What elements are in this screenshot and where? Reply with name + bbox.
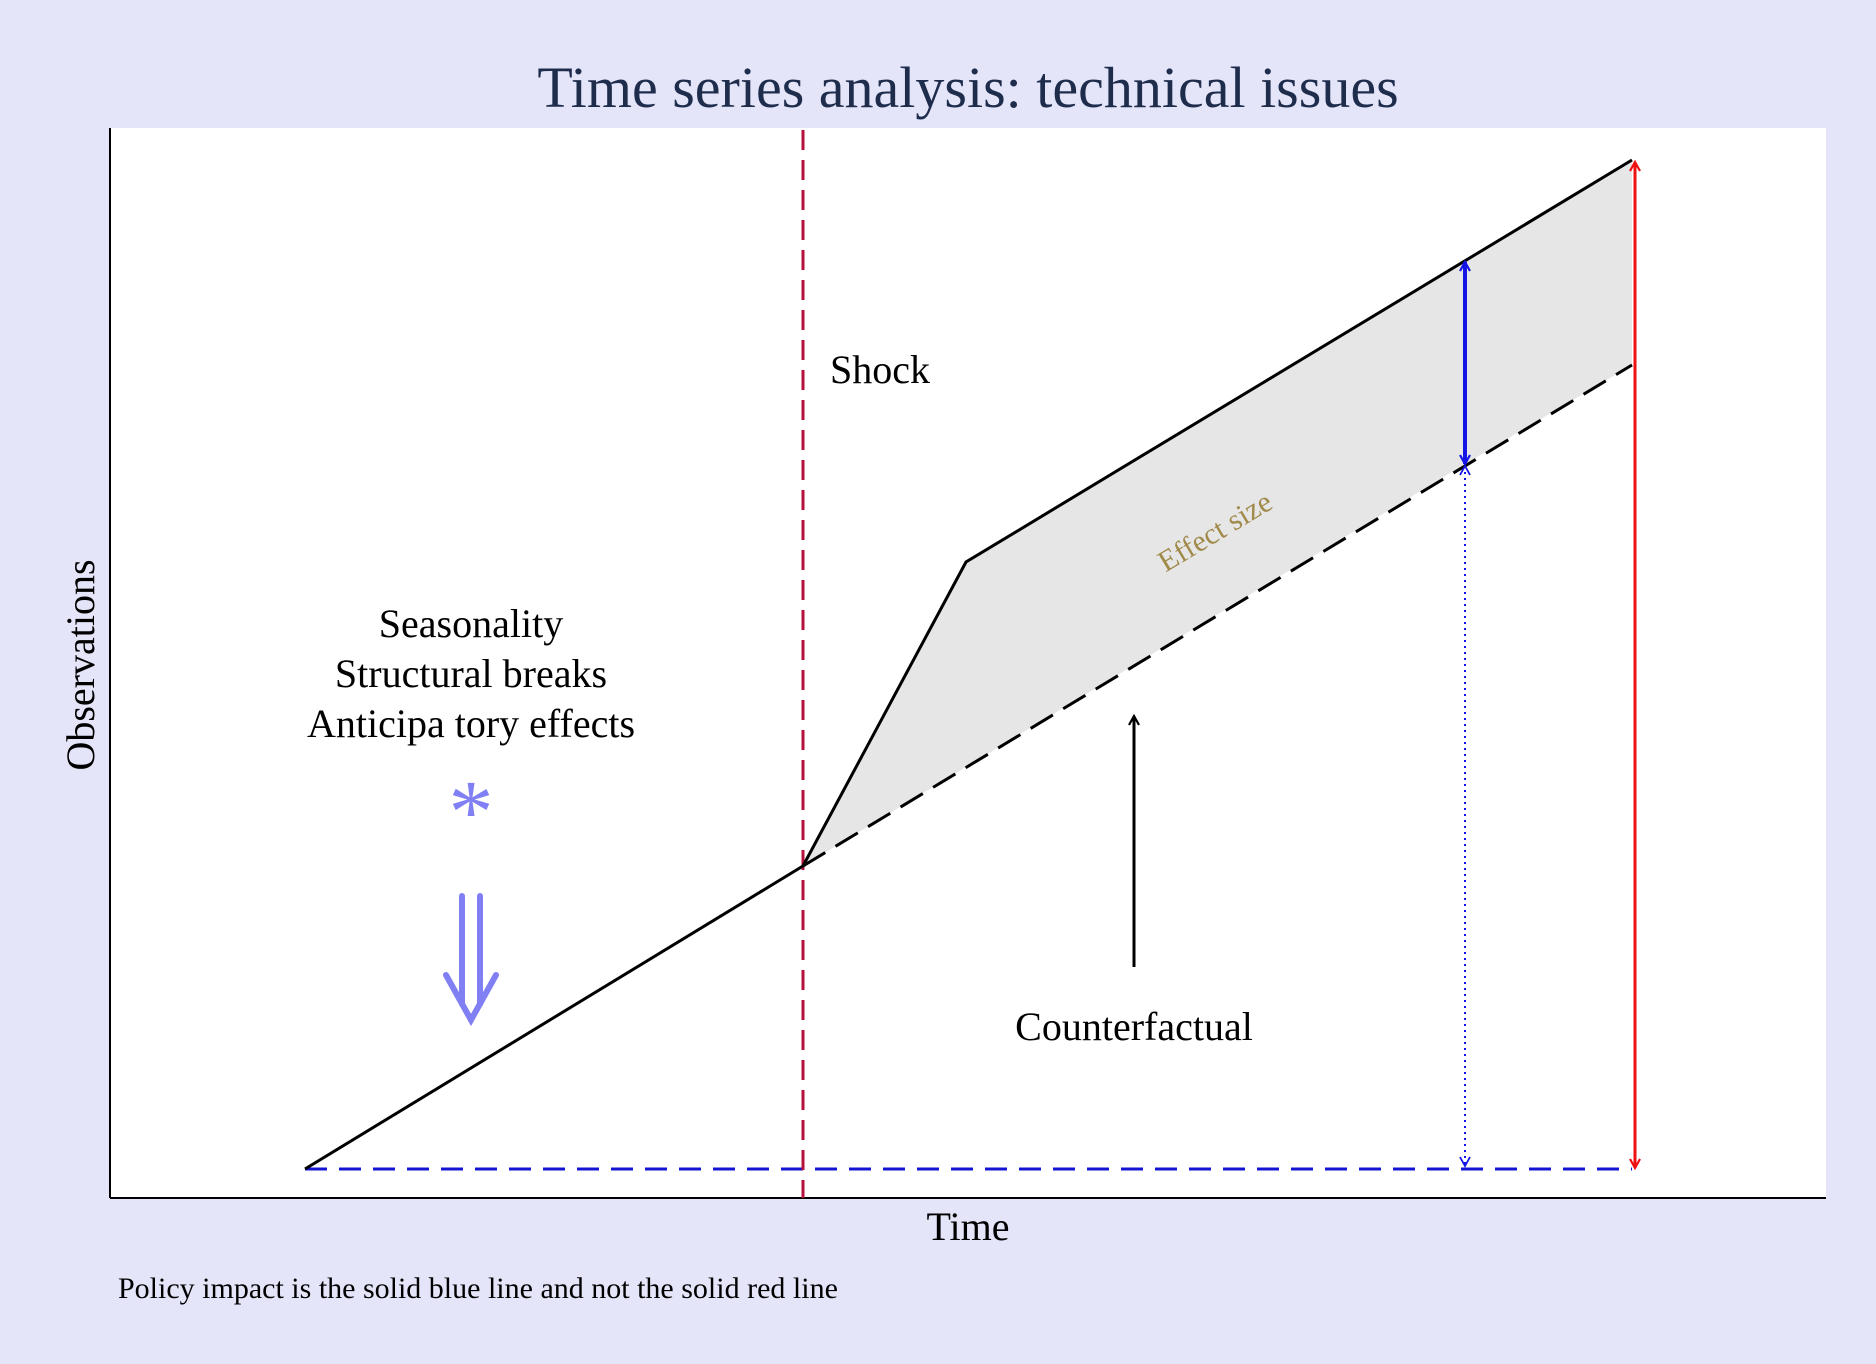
issue-seasonality: Seasonality xyxy=(379,601,563,646)
shock-label: Shock xyxy=(830,347,930,392)
effect-region xyxy=(803,160,1632,866)
issues-asterisk-icon: * xyxy=(449,763,494,862)
counterfactual-line xyxy=(802,363,1633,868)
issue-structural-breaks: Structural breaks xyxy=(335,651,607,696)
counterfactual-label: Counterfactual xyxy=(1015,1004,1253,1049)
chart-title: Time series analysis: technical issues xyxy=(537,55,1398,120)
y-axis-label: Observations xyxy=(58,559,103,770)
footnote: Policy impact is the solid blue line and… xyxy=(118,1272,838,1305)
x-axis-label: Time xyxy=(926,1204,1009,1249)
double-arrow-down-icon xyxy=(443,893,499,1027)
issue-anticipatory-effects: Anticipa tory effects xyxy=(307,701,635,746)
pre-shock-trend xyxy=(304,864,804,1171)
actual-trend xyxy=(801,158,1633,867)
